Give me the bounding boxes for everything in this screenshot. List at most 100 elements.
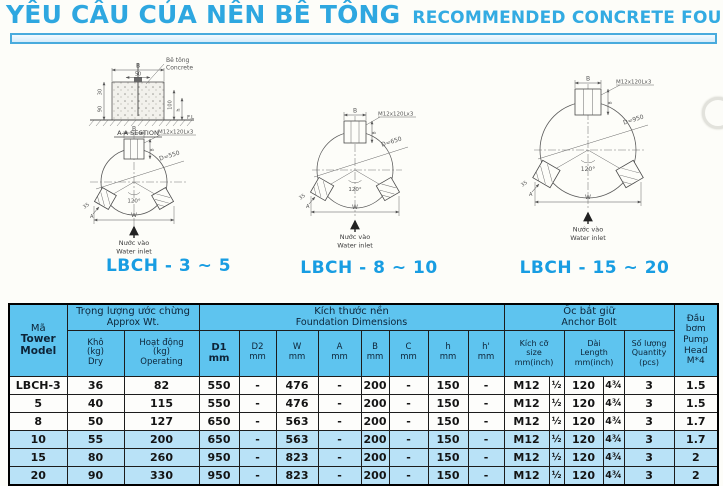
- cell-bolt-quantity: 3: [623, 465, 675, 485]
- cell-c: -: [388, 411, 429, 431]
- cell-b: 200: [360, 375, 390, 395]
- cell-bolt-quantity: 3: [623, 447, 675, 467]
- cell-dry-weight: 80: [66, 447, 125, 467]
- header-approx-weight: Trọng lượng ước chừng Approx Wt.: [66, 303, 200, 331]
- cell-dry-weight: 90: [66, 465, 125, 485]
- cell-c: -: [388, 375, 429, 395]
- water-inlet-vi: Nước vào: [119, 239, 149, 247]
- diagram-lbch-8-10: D=650 B B M12x120Lx3 120° A 35 W Nước và…: [280, 98, 450, 279]
- water-inlet-en: Water inlet: [570, 234, 606, 242]
- header-h-prime: h' mm: [467, 329, 505, 377]
- cell-b: 200: [360, 393, 390, 413]
- cell-bolt-size-inch: ½: [548, 393, 565, 413]
- diagram-lbch-3-5: B 50 30 90 100 h F.L Bê tông Concrete A-…: [46, 50, 281, 276]
- cell-pump-head: 1.5: [673, 375, 719, 395]
- cell-bolt-length-inch: 4¾: [602, 447, 625, 467]
- cell-model: 10: [8, 429, 68, 449]
- bolt-spec-label: M12x120Lx3: [158, 130, 194, 136]
- pad-dim-b-side: B: [608, 101, 614, 104]
- right-anchor-pad: [151, 187, 175, 210]
- table-row: 20 90 330 950 - 823 - 200 - 150 - M12 ½ …: [8, 465, 719, 485]
- cell-h-prime: -: [467, 411, 505, 431]
- cell-h-prime: -: [467, 375, 505, 395]
- cell-w: 476: [275, 375, 319, 395]
- cell-bolt-size-mm: M12: [503, 447, 550, 467]
- cell-pump-head: 2: [673, 465, 719, 485]
- section-dim-h: h: [176, 108, 182, 111]
- header-bolt-size: Kích cỡ size mm(inch): [503, 329, 565, 377]
- cell-bolt-length-inch: 4¾: [602, 393, 625, 413]
- foundation-drawing-small: B 50 30 90 100 h F.L Bê tông Concrete A-…: [82, 57, 196, 256]
- cell-bolt-length-mm: 120: [563, 375, 604, 395]
- diagram-label: LBCH - 8 ~ 10: [300, 258, 438, 278]
- cell-bolt-quantity: 3: [623, 429, 675, 449]
- pad-dim-b: B: [353, 108, 357, 115]
- cell-a: -: [317, 411, 362, 431]
- cell-operating-weight: 127: [123, 411, 200, 431]
- water-inlet-vi: Nước vào: [340, 233, 370, 241]
- width-dim-label: W: [131, 212, 137, 219]
- left-anchor-pad: [532, 159, 561, 189]
- cell-dry-weight: 55: [66, 429, 125, 449]
- header-h: h mm: [427, 329, 469, 377]
- cell-bolt-length-inch: 4¾: [602, 429, 625, 449]
- cell-bolt-length-inch: 4¾: [602, 375, 625, 395]
- cell-d2: -: [238, 465, 277, 485]
- left-anchor-pad: [93, 187, 117, 210]
- section-dim-90: 90: [98, 106, 104, 112]
- table-row: 15 80 260 950 - 823 - 200 - 150 - M12 ½ …: [8, 447, 719, 467]
- cell-dry-weight: 40: [66, 393, 125, 413]
- pad-dim-b-side: B: [372, 131, 378, 134]
- cell-bolt-length-inch: 4¾: [602, 465, 625, 485]
- header-anchor-bolt: Ốc bắt giữ Anchor Bolt: [503, 303, 675, 331]
- header-d2: D2 mm: [238, 329, 277, 377]
- diagram-label: LBCH - 15 ~ 20: [519, 258, 670, 278]
- right-anchor-pad: [615, 159, 644, 189]
- cell-dry-weight: 36: [66, 375, 125, 395]
- cell-w: 823: [275, 465, 319, 485]
- page-header: YÊU CẦU CỦA NỀN BÊ TÔNG RECOMMENDED CONC…: [6, 0, 723, 29]
- cell-model: 20: [8, 465, 68, 485]
- width-dim-label: W: [585, 194, 591, 201]
- cell-bolt-size-inch: ½: [548, 411, 565, 431]
- cell-d1: 550: [198, 393, 240, 413]
- cell-bolt-length-mm: 120: [563, 465, 604, 485]
- bolt-spec-label: M12x120Lx3: [616, 80, 652, 86]
- cell-bolt-length-mm: 120: [563, 411, 604, 431]
- cell-c: -: [388, 429, 429, 449]
- cell-model: 15: [8, 447, 68, 467]
- cell-bolt-size-inch: ½: [548, 429, 565, 449]
- cell-a: -: [317, 375, 362, 395]
- cell-d2: -: [238, 429, 277, 449]
- cell-a: -: [317, 429, 362, 449]
- right-anchor-pad: [375, 176, 401, 202]
- cell-d1: 950: [198, 465, 240, 485]
- pad-dim-b-side: B: [150, 148, 156, 151]
- cell-h-prime: -: [467, 429, 505, 449]
- water-inlet-en: Water inlet: [337, 242, 373, 250]
- section-view: B 50 30 90 100 h F.L Bê tông Concrete A-…: [88, 57, 195, 138]
- bolt-spec-label: M12x120Lx3: [378, 112, 414, 118]
- page-title-vietnamese: YÊU CẦU CỦA NỀN BÊ TÔNG: [6, 0, 401, 29]
- cell-operating-weight: 200: [123, 429, 200, 449]
- cell-bolt-size-inch: ½: [548, 447, 565, 467]
- cell-bolt-length-mm: 120: [563, 393, 604, 413]
- cell-a: -: [317, 447, 362, 467]
- header-d1: D1 mm: [198, 329, 240, 377]
- cell-bolt-size-inch: ½: [548, 465, 565, 485]
- cell-d2: -: [238, 393, 277, 413]
- diagram-lbch-15-20: D=950 B B M12x120Lx3 120° A 35 W Nước và…: [498, 58, 683, 279]
- table-row: 10 55 200 650 - 563 - 200 - 150 - M12 ½ …: [8, 429, 719, 449]
- cell-bolt-size-mm: M12: [503, 429, 550, 449]
- header-bolt-quantity: Số lượng Quantity (pcs): [623, 329, 675, 377]
- cell-bolt-quantity: 3: [623, 375, 675, 395]
- cell-dry-weight: 50: [66, 411, 125, 431]
- top-anchor-pad: [343, 120, 367, 144]
- cell-h: 150: [427, 411, 469, 431]
- section-cut-mark: A: [306, 204, 310, 210]
- table-row: 5 40 115 550 - 476 - 200 - 150 - M12 ½ 1…: [8, 393, 719, 413]
- cell-h: 150: [427, 465, 469, 485]
- cell-operating-weight: 260: [123, 447, 200, 467]
